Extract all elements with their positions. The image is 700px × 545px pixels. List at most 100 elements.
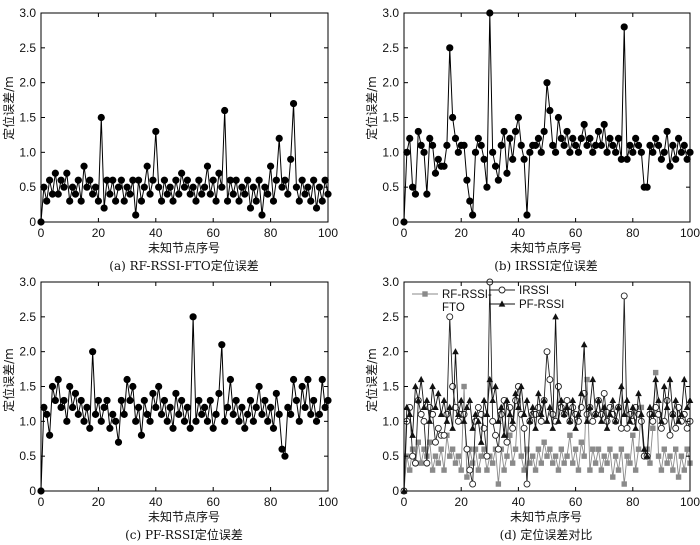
data-point bbox=[80, 162, 88, 170]
data-point bbox=[635, 389, 642, 397]
data-point bbox=[223, 197, 232, 205]
data-point bbox=[666, 431, 674, 439]
data-point bbox=[677, 148, 686, 156]
data-point bbox=[63, 169, 71, 177]
data-point bbox=[454, 417, 462, 425]
data-point bbox=[206, 190, 214, 198]
data-point bbox=[192, 197, 200, 205]
data-point bbox=[497, 403, 505, 410]
data-point bbox=[489, 148, 497, 156]
data-point bbox=[623, 424, 631, 432]
panel-c-ylabel: 定位误差/m bbox=[1, 348, 16, 412]
data-point bbox=[137, 431, 146, 439]
data-point bbox=[175, 190, 183, 198]
legend-marker bbox=[498, 286, 506, 294]
data-point bbox=[435, 389, 442, 397]
y-tick-label: 0.5 bbox=[19, 180, 36, 194]
data-point bbox=[71, 389, 80, 398]
data-point bbox=[307, 410, 315, 418]
data-point bbox=[554, 113, 563, 122]
data-point bbox=[60, 396, 68, 405]
x-tick-label: 60 bbox=[569, 226, 583, 240]
data-point bbox=[406, 134, 414, 142]
data-point bbox=[594, 127, 603, 136]
legend-label: PF-RSSI bbox=[519, 299, 564, 311]
data-point bbox=[491, 162, 500, 170]
data-point bbox=[455, 453, 462, 459]
data-point bbox=[518, 453, 524, 459]
data-point bbox=[134, 176, 143, 184]
data-point bbox=[310, 396, 318, 405]
data-point bbox=[292, 183, 301, 191]
data-point bbox=[429, 410, 437, 418]
data-point bbox=[531, 141, 540, 149]
series-line bbox=[40, 316, 329, 492]
data-point bbox=[411, 190, 420, 198]
data-point bbox=[169, 424, 177, 432]
data-point bbox=[40, 403, 48, 412]
data-point bbox=[229, 190, 237, 198]
data-point bbox=[543, 348, 551, 356]
data-point bbox=[203, 162, 212, 170]
data-point bbox=[658, 417, 665, 424]
data-point bbox=[540, 396, 548, 404]
data-point bbox=[529, 403, 536, 410]
data-point bbox=[155, 183, 163, 191]
data-point bbox=[460, 417, 468, 424]
data-point bbox=[60, 183, 68, 191]
data-point bbox=[429, 382, 436, 390]
data-point bbox=[654, 141, 663, 149]
legend-marker bbox=[498, 300, 506, 307]
data-point bbox=[509, 155, 517, 163]
data-point bbox=[255, 176, 263, 184]
data-point bbox=[560, 410, 568, 417]
data-point bbox=[292, 396, 301, 405]
data-point bbox=[411, 459, 419, 467]
data-point bbox=[74, 410, 82, 418]
data-point bbox=[149, 389, 157, 398]
data-point bbox=[437, 410, 445, 417]
data-point bbox=[537, 148, 545, 156]
y-tick-label: 1.0 bbox=[382, 414, 399, 428]
x-tick-label: 80 bbox=[264, 495, 278, 509]
data-point bbox=[577, 134, 585, 142]
data-point bbox=[169, 197, 177, 205]
data-point bbox=[657, 424, 665, 432]
data-point bbox=[175, 410, 183, 418]
data-point bbox=[673, 446, 679, 452]
data-point bbox=[535, 389, 542, 397]
data-point bbox=[321, 176, 329, 184]
data-point bbox=[304, 375, 312, 384]
data-point bbox=[503, 396, 511, 404]
data-point bbox=[554, 383, 562, 390]
y-tick-label: 0 bbox=[29, 215, 36, 229]
data-point bbox=[223, 403, 232, 412]
data-point bbox=[163, 417, 171, 425]
data-point bbox=[475, 467, 482, 473]
data-point bbox=[571, 141, 580, 149]
data-point bbox=[246, 204, 255, 212]
data-point bbox=[629, 148, 637, 156]
data-point bbox=[566, 148, 574, 156]
data-point bbox=[503, 438, 511, 446]
data-point bbox=[621, 481, 627, 487]
data-point bbox=[71, 190, 80, 198]
data-point bbox=[634, 141, 643, 149]
y-tick-label: 0.5 bbox=[382, 180, 399, 194]
data-point bbox=[523, 480, 531, 488]
data-point bbox=[215, 389, 223, 398]
y-tick-label: 2.0 bbox=[382, 345, 399, 359]
data-point bbox=[278, 445, 286, 453]
data-point bbox=[592, 460, 599, 466]
panel-a: 0 20 40 60 80 100 0 0.5 1.0 1.5 2.0 2.5 3.0 未知节点序号 定… bbox=[1, 6, 338, 273]
data-point bbox=[172, 389, 180, 398]
data-point bbox=[530, 453, 536, 459]
data-point bbox=[160, 176, 169, 184]
data-point bbox=[407, 467, 413, 473]
data-point bbox=[307, 197, 315, 205]
data-point bbox=[638, 410, 645, 417]
y-tick-label: 0 bbox=[29, 484, 36, 498]
data-point bbox=[209, 424, 217, 432]
data-point bbox=[301, 403, 309, 412]
data-point bbox=[443, 141, 451, 149]
